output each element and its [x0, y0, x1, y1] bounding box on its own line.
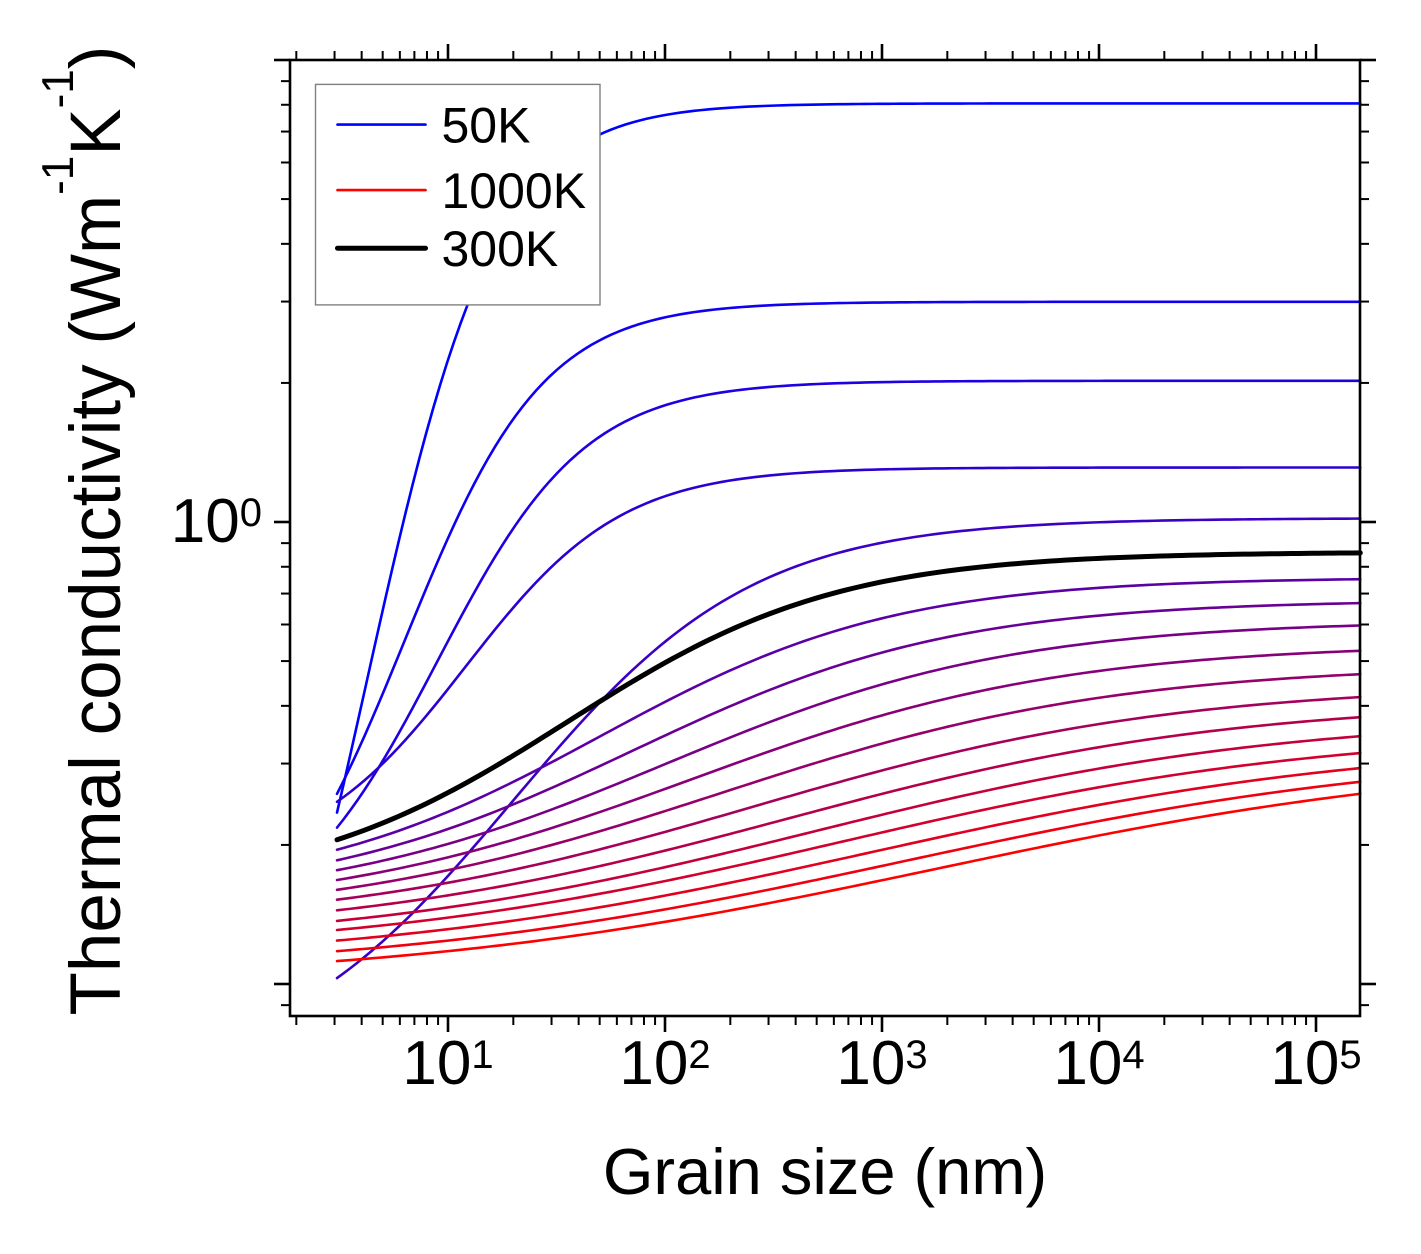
svg-text:300K: 300K	[442, 221, 559, 277]
svg-text:50K: 50K	[442, 98, 531, 154]
svg-text:1000K: 1000K	[442, 163, 587, 219]
